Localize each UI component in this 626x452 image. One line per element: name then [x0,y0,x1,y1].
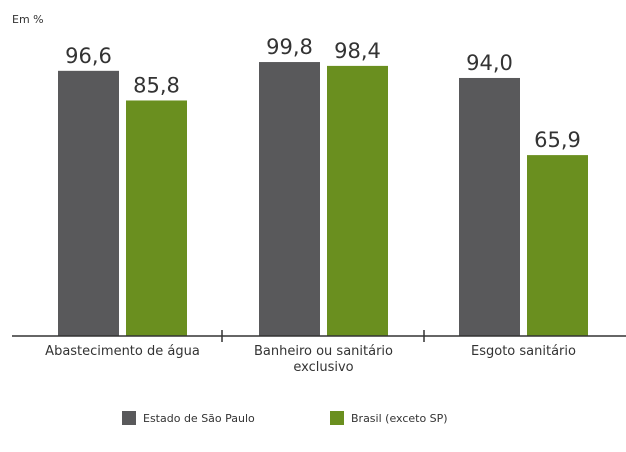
x-tick-label: Banheiro ou sanitário exclusivo [253,344,393,375]
bar [259,62,320,336]
bar [327,65,388,336]
unit-label: Em % [12,13,44,26]
value-label: 96,6 [65,44,112,68]
bar [126,100,187,336]
value-label: 98,4 [334,39,381,63]
legend-swatch [330,411,344,425]
value-label: 85,8 [133,73,180,97]
value-label: 99,8 [266,35,313,59]
legend-label: Brasil (exceto SP) [351,412,448,425]
x-tick-label: Esgoto sanitário [471,344,576,359]
bar [527,155,588,336]
x-tick-label: Abastecimento de água [45,344,200,359]
bar [58,70,119,336]
legend-swatch [122,411,136,425]
legend-label: Estado de São Paulo [143,412,255,425]
bar [459,77,520,336]
value-label: 94,0 [466,51,513,75]
value-label: 65,9 [534,128,581,152]
